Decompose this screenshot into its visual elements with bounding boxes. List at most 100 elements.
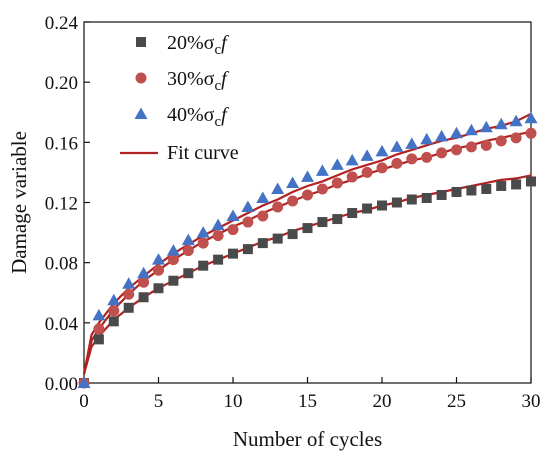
data-points — [77, 111, 538, 389]
triangle-data-point — [360, 149, 374, 161]
circle-data-point — [302, 189, 313, 201]
square-data-point — [406, 194, 417, 205]
legend: 20%σcf 30%σcf 40%σcf Fit curve — [120, 32, 239, 164]
circle-data-point — [182, 245, 194, 257]
circle-data-point — [227, 224, 239, 236]
triangle-data-point — [420, 132, 434, 145]
square-data-point — [302, 223, 313, 234]
circle-data-point — [138, 276, 150, 288]
triangle-data-point — [435, 129, 449, 142]
triangle-data-point — [375, 144, 389, 157]
square-data-point — [168, 275, 179, 286]
triangle-data-point — [137, 266, 151, 279]
triangle-data-point — [405, 137, 419, 149]
square-data-point — [377, 200, 387, 211]
x-tick-label: 5 — [154, 391, 164, 412]
triangle-data-point — [390, 140, 404, 152]
circle-data-point — [197, 237, 209, 249]
triangle-data-point — [315, 164, 329, 176]
x-axis-title: Number of cycles — [233, 427, 382, 451]
y-tick-label: 0.20 — [45, 73, 78, 94]
circle-data-point — [287, 195, 299, 207]
circle-data-point — [421, 151, 433, 163]
x-tick-label: 20 — [373, 391, 392, 412]
square-data-point — [138, 292, 149, 303]
triangle-data-point — [196, 226, 210, 238]
square-data-point — [213, 254, 224, 265]
circle-data-point — [272, 201, 284, 213]
circle-data-point — [212, 230, 224, 242]
square-data-point — [108, 316, 119, 327]
circle-data-point — [153, 264, 164, 276]
square-data-point — [272, 233, 283, 244]
square-data-point — [123, 302, 134, 313]
square-data-point — [257, 238, 268, 249]
square-data-point — [93, 334, 104, 345]
triangle-data-point — [464, 123, 478, 136]
triangle-data-point — [107, 293, 121, 306]
circle-data-point — [361, 166, 373, 178]
circle-data-point — [331, 177, 343, 189]
square-data-point — [496, 180, 507, 191]
circle-data-point — [495, 135, 507, 147]
square-data-point — [183, 268, 194, 279]
triangle-data-point — [494, 117, 508, 130]
triangle-data-point — [450, 126, 463, 139]
triangle-data-point — [271, 182, 285, 194]
plot-frame — [83, 21, 532, 384]
legend-square-marker — [136, 37, 146, 47]
triangle-data-point — [301, 170, 314, 182]
triangle-data-point — [166, 244, 180, 256]
circle-data-point — [525, 127, 537, 139]
x-tick-label: 0 — [79, 391, 89, 412]
triangle-data-point — [524, 111, 538, 124]
triangle-data-point — [241, 200, 255, 213]
circle-data-point — [376, 162, 388, 174]
x-tick-label: 15 — [298, 391, 317, 412]
circle-data-point — [316, 183, 328, 195]
triangle-data-point — [226, 209, 240, 222]
circle-data-point — [480, 139, 492, 151]
circle-data-point — [451, 144, 462, 156]
y-tick-label: 0.08 — [45, 254, 78, 275]
triangle-data-point — [479, 120, 493, 133]
square-data-point — [436, 189, 447, 200]
square-data-point — [481, 183, 492, 194]
triangle-data-point — [152, 253, 165, 265]
circle-data-point — [346, 171, 358, 183]
legend-label: 30%σcf — [167, 68, 229, 94]
axes: 0 5 10 15 20 25 30 0.00 0.04 0.08 0.12 0.16 0.20 0.24 — [45, 13, 541, 412]
square-data-point — [242, 244, 253, 255]
circle-data-point — [391, 157, 403, 169]
square-data-point — [317, 217, 328, 228]
square-data-point — [466, 185, 477, 196]
square-data-point — [511, 179, 522, 190]
y-tick-label: 0.04 — [45, 314, 79, 335]
y-tick-label: 0.16 — [45, 133, 78, 154]
circle-data-point — [436, 147, 448, 159]
x-tick-label: 25 — [447, 391, 466, 412]
y-tick-label: 0.00 — [45, 374, 78, 395]
square-data-point — [421, 192, 432, 203]
triangle-data-point — [92, 308, 106, 321]
triangle-data-point — [345, 153, 359, 166]
legend-fit-label: Fit curve — [167, 142, 239, 164]
square-data-point — [198, 260, 209, 271]
triangle-data-point — [181, 233, 195, 246]
triangle-data-point — [122, 277, 136, 289]
square-data-point — [228, 248, 238, 259]
circle-data-point — [465, 141, 477, 153]
square-data-point — [451, 186, 462, 197]
triangle-data-point — [256, 191, 270, 203]
square-data-point — [362, 203, 373, 214]
circle-data-point — [242, 216, 254, 228]
y-tick-label: 0.24 — [45, 13, 79, 34]
square-data-point — [391, 197, 402, 208]
triangle-data-point — [509, 114, 523, 127]
circle-data-point — [167, 254, 179, 266]
fit-curve-line — [82, 130, 532, 375]
triangle-data-point — [330, 158, 344, 170]
legend-label: 20%σcf — [167, 32, 229, 58]
